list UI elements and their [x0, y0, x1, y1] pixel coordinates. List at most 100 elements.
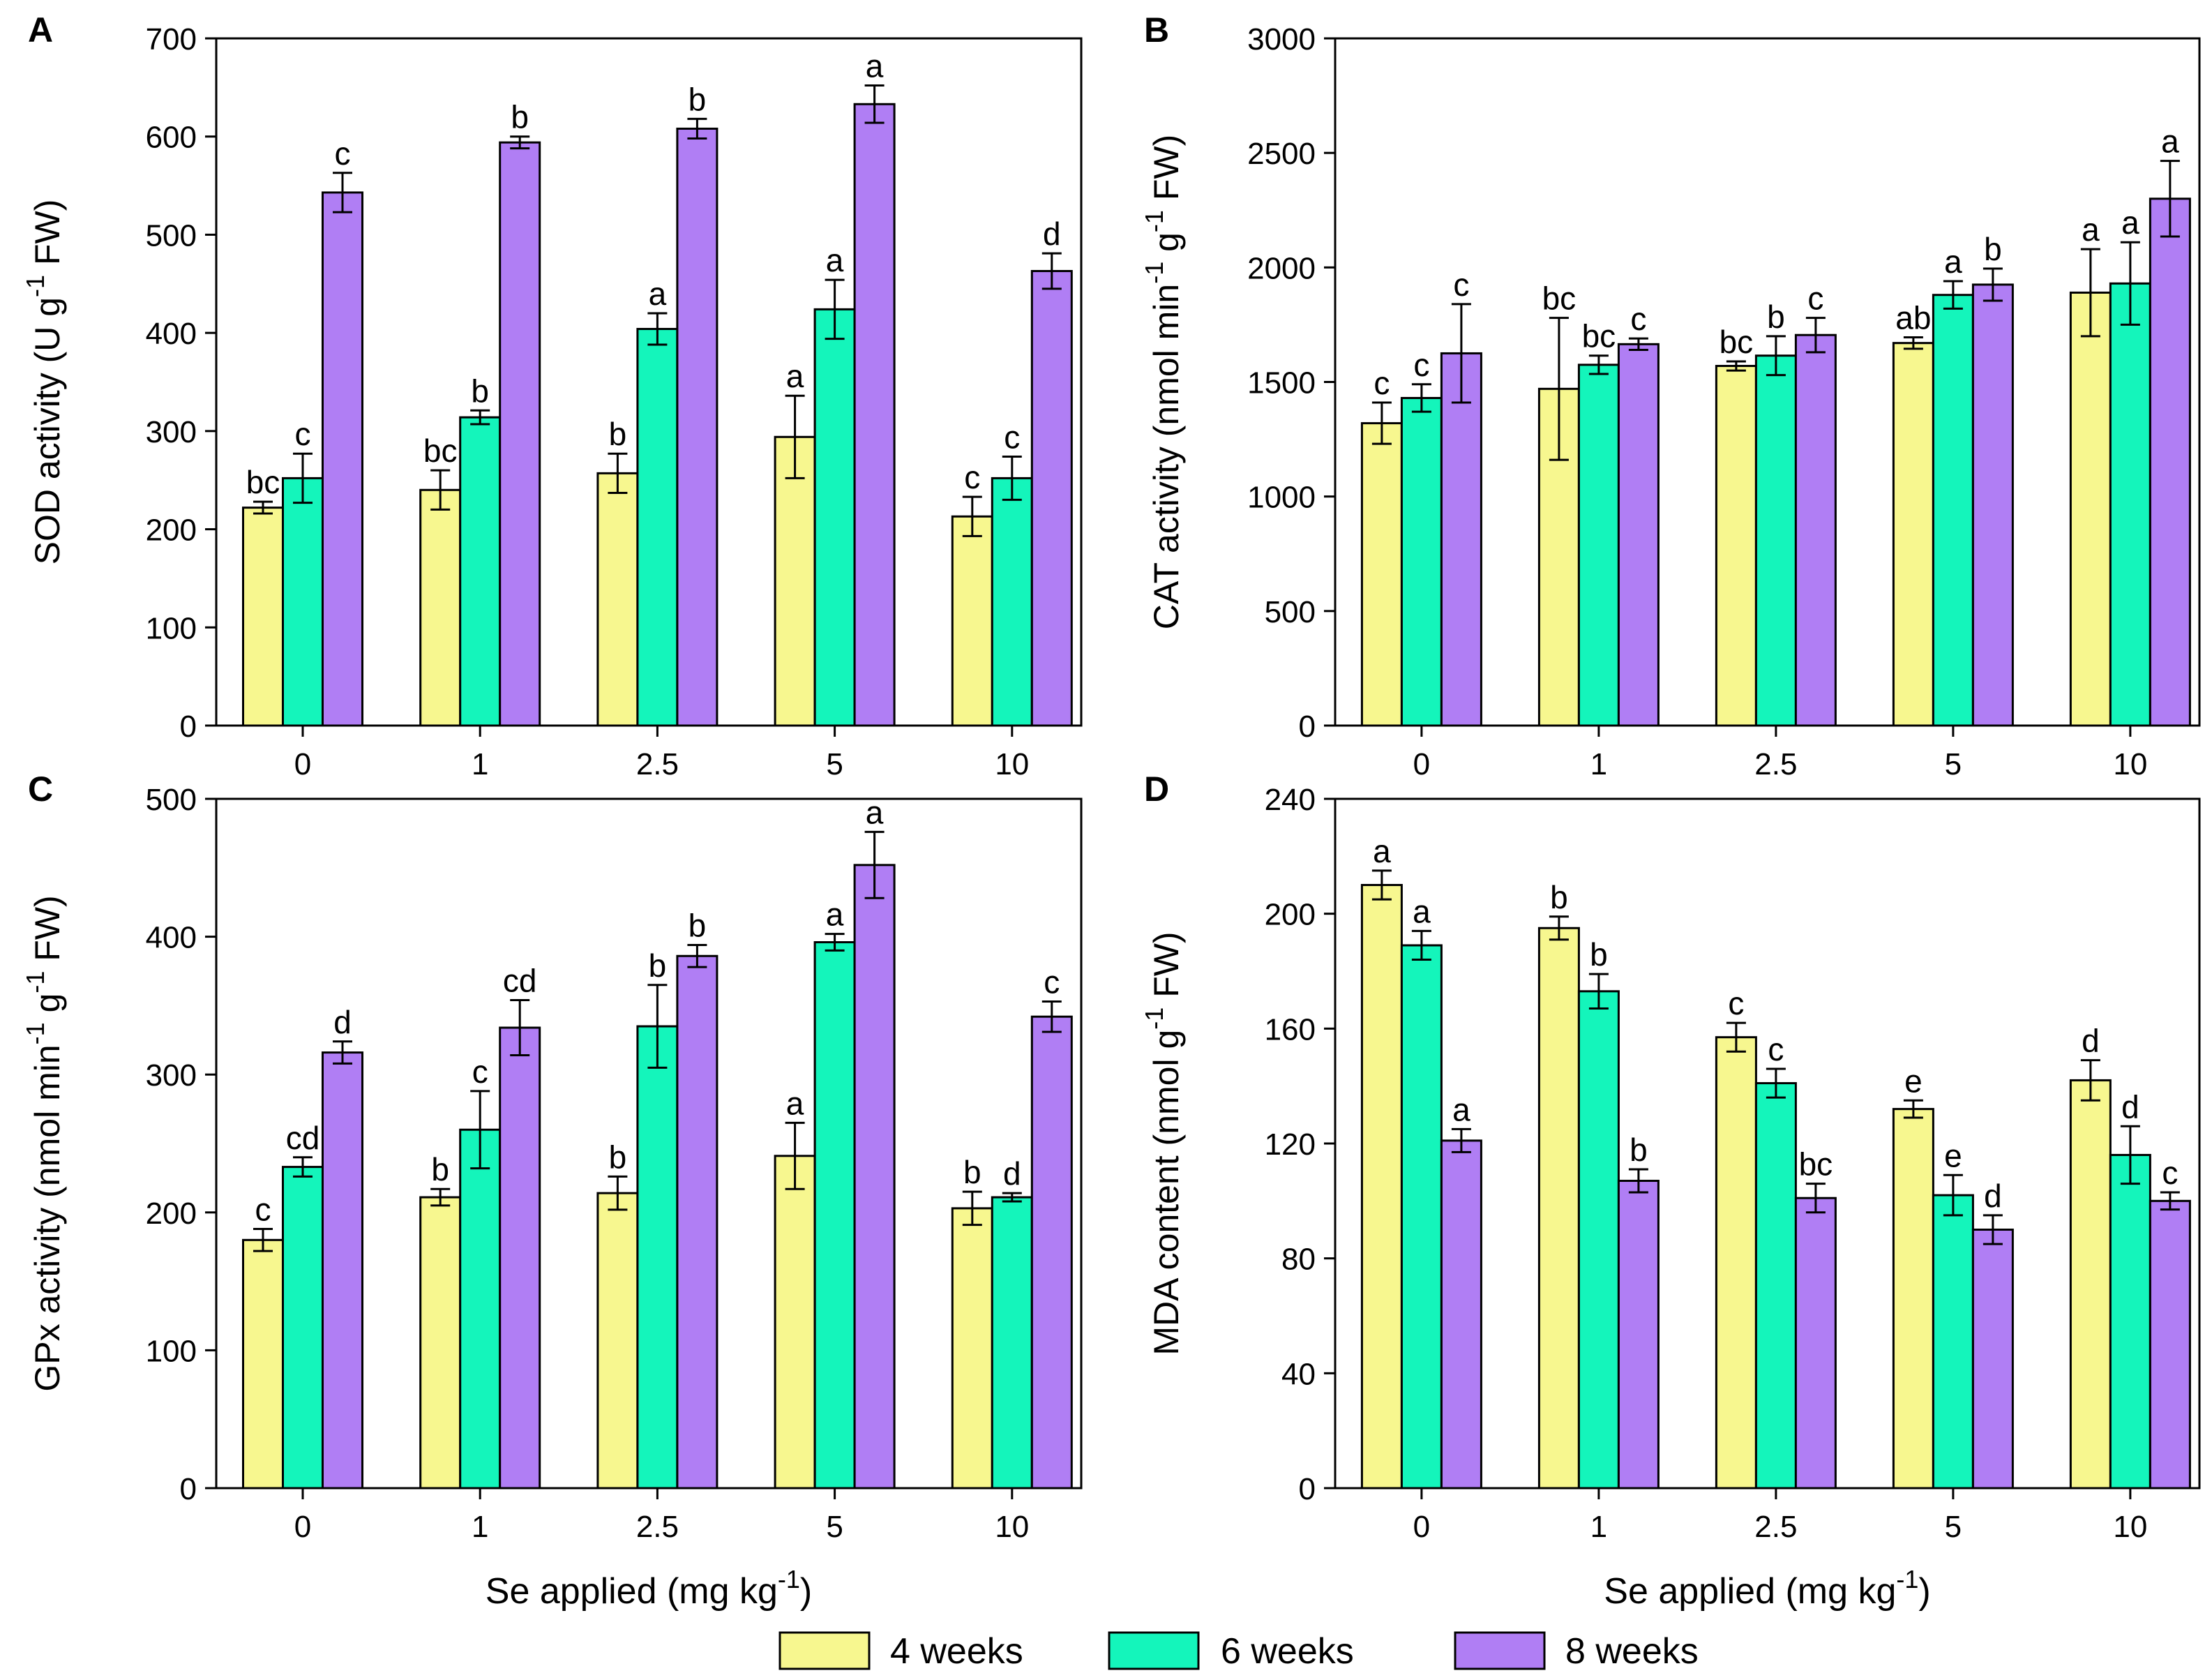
- significance-letter: c: [1044, 963, 1060, 1000]
- x-tick-label: 5: [826, 1510, 843, 1544]
- x-axis-label: Se applied (mg kg-1): [1604, 1565, 1930, 1612]
- y-tick-label: 200: [146, 513, 197, 548]
- bar: [2149, 1199, 2191, 1490]
- significance-letter: c: [964, 459, 980, 495]
- significance-letter: c: [1004, 419, 1020, 455]
- x-tick-label: 0: [1413, 1510, 1430, 1544]
- significance-letter: bc: [1582, 318, 1616, 354]
- y-tick-label: 500: [146, 218, 197, 253]
- y-tick-label: 2500: [1247, 137, 1316, 171]
- x-tick-label: 2.5: [1754, 1510, 1797, 1544]
- significance-letter: a: [1373, 833, 1391, 869]
- significance-letter: a: [786, 1085, 804, 1121]
- y-tick-label: 400: [146, 317, 197, 351]
- x-tick-label: 10: [2113, 747, 2147, 781]
- x-tick-label: 2.5: [1754, 747, 1797, 781]
- bar: [1892, 1108, 1934, 1490]
- y-tick-label: 240: [1265, 783, 1316, 817]
- bar: [1971, 283, 2014, 727]
- significance-letter: d: [2082, 1023, 2100, 1059]
- bar: [1932, 294, 1974, 727]
- x-tick-label: 1: [472, 747, 488, 781]
- significance-letter: b: [1630, 1132, 1648, 1168]
- y-tick-label: 700: [146, 22, 197, 57]
- plot-frame: [215, 797, 1083, 1490]
- y-axis-label: MDA content (nmol g-1 FW): [1140, 931, 1186, 1355]
- legend-label-8-weeks: 8 weeks: [1565, 1631, 1699, 1672]
- significance-letter: b: [689, 907, 707, 943]
- bar: [1400, 396, 1443, 727]
- bar: [1537, 927, 1580, 1490]
- bar: [774, 435, 816, 727]
- y-tick-label: 500: [146, 783, 197, 817]
- bar: [813, 308, 856, 727]
- significance-letter: c: [335, 135, 351, 172]
- significance-letter: ab: [1895, 299, 1931, 336]
- x-tick-label: 1: [1590, 747, 1607, 781]
- significance-letter: a: [826, 242, 844, 278]
- bar: [2109, 1153, 2151, 1490]
- panel-label: D: [1144, 770, 1169, 809]
- significance-letter: bc: [423, 433, 458, 469]
- bar: [1440, 352, 1482, 727]
- significance-letter: b: [1984, 231, 2002, 267]
- x-tick-label: 10: [995, 747, 1029, 781]
- bar: [991, 1196, 1033, 1490]
- y-tick-label: 80: [1281, 1243, 1316, 1277]
- bar: [1440, 1139, 1482, 1490]
- x-tick-label: 1: [472, 1510, 488, 1544]
- bar: [499, 1026, 541, 1490]
- significance-letter: d: [333, 1004, 352, 1040]
- significance-letter: b: [963, 1154, 981, 1190]
- y-tick-label: 400: [146, 921, 197, 955]
- bar: [1617, 343, 1660, 727]
- bar: [1030, 269, 1073, 727]
- legend-label-4-weeks: 4 weeks: [890, 1631, 1023, 1672]
- significance-letter: e: [1904, 1063, 1923, 1099]
- y-tick-label: 300: [146, 1058, 197, 1093]
- bar: [419, 488, 462, 727]
- significance-letter: a: [2161, 123, 2179, 160]
- bar: [1360, 884, 1403, 1490]
- bar: [1577, 990, 1620, 1490]
- significance-letter: c: [472, 1053, 488, 1090]
- bar: [951, 1207, 993, 1490]
- y-tick-label: 40: [1281, 1357, 1316, 1391]
- plot-frame: [215, 37, 1083, 727]
- y-tick-label: 1500: [1247, 366, 1316, 400]
- bar: [2149, 197, 2191, 727]
- y-tick-label: 500: [1265, 595, 1316, 629]
- bar: [1971, 1229, 2014, 1490]
- legend-label-6-weeks: 6 weeks: [1221, 1631, 1354, 1672]
- significance-letter: a: [2082, 211, 2100, 248]
- x-tick-label: 10: [995, 1510, 1029, 1544]
- y-axis-label: SOD activity (U g-1 FW): [21, 200, 67, 565]
- bar: [853, 864, 896, 1490]
- significance-letter: c: [2162, 1155, 2178, 1191]
- x-tick-label: 1: [1590, 1510, 1607, 1544]
- significance-letter: c: [1768, 1031, 1784, 1067]
- significance-letter: a: [786, 358, 804, 394]
- x-axis-label: Se applied (mg kg-1): [486, 1565, 812, 1612]
- panel-label: B: [1144, 10, 1169, 50]
- bar: [2109, 282, 2151, 727]
- x-tick-label: 5: [826, 747, 843, 781]
- y-tick-label: 100: [146, 611, 197, 645]
- y-tick-label: 0: [1299, 710, 1316, 744]
- y-tick-label: 160: [1265, 1012, 1316, 1047]
- significance-letter: bc: [1542, 280, 1577, 317]
- x-tick-label: 2.5: [636, 747, 679, 781]
- significance-letter: a: [1452, 1091, 1470, 1127]
- y-tick-label: 0: [180, 1472, 197, 1506]
- bar: [459, 1128, 502, 1490]
- significance-letter: b: [1767, 299, 1785, 335]
- y-tick-label: 200: [146, 1197, 197, 1231]
- significance-letter: d: [1984, 1178, 2002, 1214]
- y-tick-label: 300: [146, 415, 197, 449]
- significance-letter: b: [609, 416, 627, 452]
- x-tick-label: 2.5: [636, 1510, 679, 1544]
- bar: [853, 103, 896, 727]
- significance-letter: c: [1728, 985, 1744, 1021]
- y-tick-label: 3000: [1247, 22, 1316, 57]
